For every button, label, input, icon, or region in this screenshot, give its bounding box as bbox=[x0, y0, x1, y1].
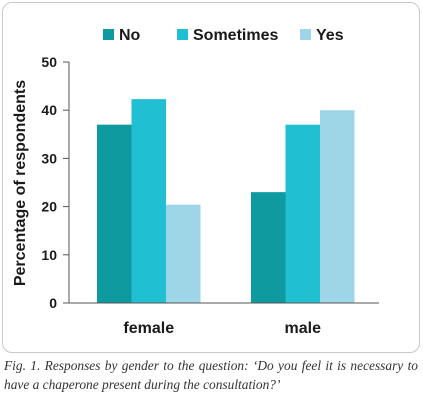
legend-label-sometimes: Sometimes bbox=[193, 27, 278, 44]
legend-label-yes: Yes bbox=[316, 27, 344, 44]
figure-caption: Fig. 1. Responses by gender to the quest… bbox=[4, 358, 418, 392]
bar-chart: No Sometimes Yes Percentage of respondents… bbox=[12, 27, 379, 337]
y-tick-label: 10 bbox=[41, 247, 57, 263]
bar-yes-male bbox=[320, 110, 355, 303]
y-tick-label: 30 bbox=[41, 150, 57, 166]
legend-swatch-yes bbox=[300, 29, 311, 40]
bar-no-female bbox=[97, 124, 132, 303]
legend-label-no: No bbox=[119, 27, 141, 44]
y-tick-label: 20 bbox=[41, 199, 57, 215]
legend: No Sometimes Yes bbox=[103, 27, 344, 44]
legend-swatch-no bbox=[103, 29, 114, 40]
y-axis: 0 10 20 30 40 50 bbox=[41, 54, 70, 311]
bar-sometimes-female bbox=[131, 99, 166, 303]
y-tick-label: 0 bbox=[49, 295, 57, 311]
legend-swatch-sometimes bbox=[177, 29, 188, 40]
x-axis: female male bbox=[69, 302, 379, 337]
bar-no-male bbox=[251, 192, 286, 303]
bars bbox=[97, 99, 355, 303]
x-tick-label: male bbox=[285, 320, 322, 337]
bar-yes-female bbox=[166, 204, 201, 303]
y-axis-label: Percentage of respondents bbox=[12, 80, 29, 286]
x-tick-label: female bbox=[123, 320, 174, 337]
y-tick-label: 50 bbox=[41, 54, 57, 70]
bar-sometimes-male bbox=[285, 124, 320, 303]
y-tick-label: 40 bbox=[41, 102, 57, 118]
